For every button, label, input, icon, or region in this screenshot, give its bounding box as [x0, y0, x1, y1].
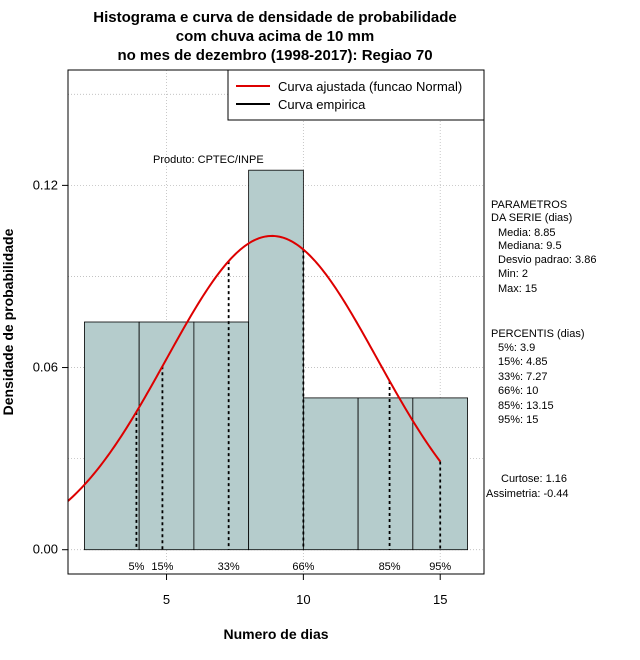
param-sd: Desvio padrao: 3.86: [498, 254, 596, 266]
histogram-bar-4: [302, 397, 359, 551]
percentile-label-33: 33%: [218, 561, 240, 573]
percentile-label-95: 95%: [429, 561, 451, 573]
y-tick-label: 0.00: [33, 542, 58, 557]
param-max: Max: 15: [498, 283, 537, 295]
x-axis: 5 10 15: [163, 573, 447, 607]
pct-66: 66%: 10: [498, 385, 538, 397]
parameters-heading-2: DA SERIE (dias): [491, 212, 572, 224]
histogram-bar-1: [138, 321, 195, 551]
param-min: Min: 2: [498, 268, 528, 280]
normal-curve: [67, 234, 442, 502]
legend-box: [227, 69, 485, 121]
kurtosis: Curtose: 1.16: [501, 473, 567, 485]
product-label: Produto: CPTEC/INPE: [153, 154, 264, 166]
y-axis-title: Densidade de probabilidade: [0, 228, 16, 415]
shape-stats: Curtose: 1.16 Assimetria: -0.44: [486, 473, 569, 500]
pct-85: 85%: 13.15: [498, 400, 554, 412]
x-axis-title: Numero de dias: [223, 626, 328, 642]
percentile-label-15: 15%: [151, 561, 173, 573]
histogram-bar-3: [248, 169, 304, 551]
legend: Curva ajustada (funcao Normal) Curva emp…: [227, 69, 485, 121]
percentiles-heading: PERCENTIS (dias): [491, 328, 585, 340]
pct-15: 15%: 4.85: [498, 356, 548, 368]
title-line-2: com chuva acima de 10 mm: [176, 28, 374, 45]
pct-95: 95%: 15: [498, 414, 538, 426]
percentile-label-66: 66%: [292, 561, 314, 573]
x-tick-label: 10: [296, 592, 310, 607]
y-tick-label: 0.12: [33, 177, 58, 192]
histogram-bars: [84, 169, 468, 551]
pct-5: 5%: 3.9: [498, 342, 535, 354]
histogram-bar-2: [193, 321, 250, 551]
parameters-block: PARAMETROS DA SERIE (dias) Media: 8.85 M…: [491, 199, 596, 295]
title-line-3: no mes de dezembro (1998-2017): Regiao 7…: [117, 47, 432, 64]
x-tick-label: 15: [433, 592, 447, 607]
percentile-label-5: 5%: [128, 561, 144, 573]
pct-33: 33%: 7.27: [498, 371, 548, 383]
percentile-lines: 5% 15% 33% 66% 85% 95%: [128, 249, 451, 573]
x-tick-label: 5: [163, 592, 170, 607]
legend-label-fitted: Curva ajustada (funcao Normal): [278, 79, 462, 94]
y-axis: 0.00 0.06 0.12: [33, 177, 68, 557]
skewness: Assimetria: -0.44: [486, 488, 569, 500]
param-median: Mediana: 9.5: [498, 240, 562, 252]
legend-label-empirical: Curva empirica: [278, 97, 366, 112]
histogram-bar-0: [84, 321, 140, 551]
param-mean: Media: 8.85: [498, 227, 555, 239]
chart-title: Histograma e curva de densidade de proba…: [93, 9, 456, 64]
histogram-bar-5: [357, 397, 414, 551]
y-tick-label: 0.06: [33, 360, 58, 375]
percentile-label-85: 85%: [379, 561, 401, 573]
title-line-1: Histograma e curva de densidade de proba…: [93, 9, 456, 26]
normal-curve-layer: [67, 234, 442, 502]
percentiles-block: PERCENTIS (dias) 5%: 3.9 15%: 4.85 33%: …: [491, 328, 585, 426]
parameters-heading-1: PARAMETROS: [491, 199, 567, 211]
